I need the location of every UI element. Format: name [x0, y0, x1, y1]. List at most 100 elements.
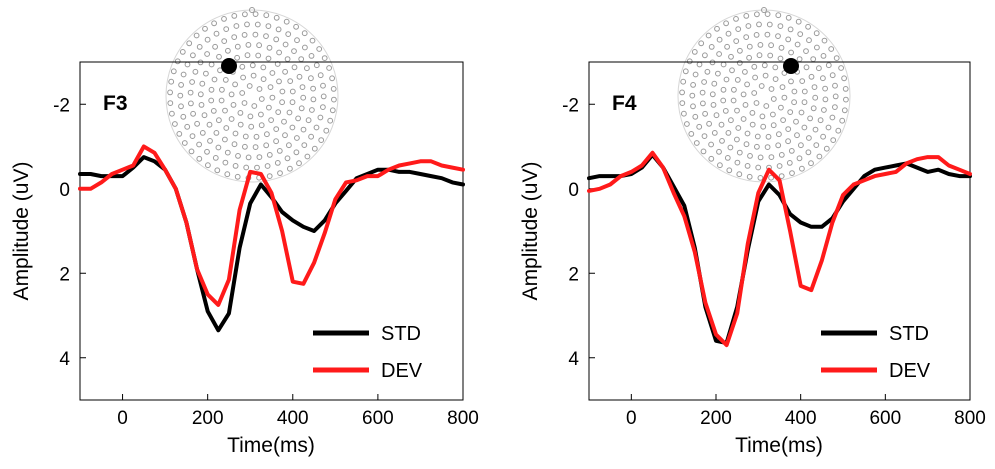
electrode	[742, 102, 749, 108]
electrode	[186, 40, 193, 47]
electrode	[208, 97, 215, 104]
y-tick-label: -2	[562, 95, 579, 116]
electrode	[320, 104, 326, 110]
electrode	[724, 155, 731, 161]
electrode	[757, 175, 764, 181]
electrode	[716, 51, 722, 57]
electrode	[199, 130, 206, 136]
electrode	[779, 84, 786, 90]
electrode	[789, 170, 795, 177]
electrode	[754, 143, 760, 150]
electrode	[225, 47, 231, 54]
electrode	[216, 117, 222, 124]
electrode	[214, 167, 221, 174]
electrode	[291, 64, 298, 71]
x-axis-title-f3: Time(ms)	[227, 434, 315, 457]
y-tick-label: -2	[53, 95, 70, 116]
electrode	[287, 165, 293, 172]
y-tick-label: 2	[568, 264, 579, 285]
electrode	[734, 77, 741, 83]
electrode	[243, 164, 250, 171]
electrode	[728, 53, 734, 60]
electrode	[825, 124, 832, 131]
electrode	[734, 159, 741, 166]
electrode	[283, 18, 290, 25]
electrode	[794, 132, 800, 139]
x-tick-label: 200	[700, 408, 732, 429]
series-line-dev	[587, 150, 972, 348]
electrode	[791, 99, 797, 106]
electrode	[725, 130, 732, 136]
electrode	[251, 103, 258, 109]
electrode	[813, 30, 820, 37]
electrode	[788, 148, 795, 154]
electrode	[830, 137, 837, 144]
electrode	[822, 85, 828, 92]
electrode	[821, 107, 827, 113]
electrode	[273, 126, 280, 133]
electrode	[757, 42, 764, 48]
electrode	[196, 44, 203, 50]
electrode	[794, 41, 801, 48]
x-tick-label: 800	[447, 408, 479, 429]
electrode	[211, 76, 218, 83]
electrode	[242, 133, 249, 140]
electrode	[717, 162, 723, 169]
electrode	[219, 86, 225, 93]
electrode	[722, 108, 729, 114]
electrode	[803, 48, 809, 54]
electrode	[768, 42, 774, 49]
electrode	[178, 82, 185, 88]
legend-f4: STD DEV	[821, 323, 931, 382]
electrode	[210, 108, 217, 114]
electrode	[686, 58, 693, 65]
electrode	[310, 96, 317, 103]
electrode	[805, 23, 811, 30]
electrode	[734, 136, 740, 143]
electrode	[701, 133, 708, 140]
legend-label-dev: DEV	[381, 360, 423, 382]
electrode	[817, 117, 824, 124]
electrode	[832, 104, 838, 110]
electrode	[791, 88, 798, 95]
electrode	[273, 14, 280, 21]
electrode	[253, 133, 260, 140]
electrode	[263, 12, 270, 19]
electrode	[772, 76, 779, 82]
electrode	[740, 116, 747, 122]
electrode	[234, 54, 241, 61]
electrode	[286, 109, 293, 116]
electrode	[775, 33, 781, 39]
electrode	[781, 70, 788, 76]
electrode	[231, 13, 238, 19]
electrode	[282, 132, 288, 139]
electrode	[761, 62, 768, 69]
electrode	[720, 86, 727, 93]
electrode	[212, 155, 219, 161]
electrode	[331, 96, 337, 103]
electrode	[233, 23, 240, 29]
electrode	[232, 81, 239, 88]
electrode	[777, 55, 784, 62]
electrode	[679, 100, 686, 106]
electrode	[190, 110, 197, 117]
electrode	[294, 135, 300, 141]
electrode	[308, 53, 315, 59]
x-tick-label: 0	[117, 408, 128, 429]
electrode	[828, 46, 835, 52]
electrode	[700, 100, 706, 107]
electrode	[812, 126, 819, 133]
electrode	[311, 145, 318, 152]
electrode	[680, 78, 687, 85]
electrode	[731, 86, 737, 93]
electrode	[743, 13, 750, 19]
electrode	[816, 153, 823, 160]
electrode	[839, 117, 846, 124]
electrode	[327, 117, 334, 124]
electrode	[751, 90, 758, 96]
electrode	[743, 141, 750, 148]
electrode	[756, 21, 762, 28]
electrode	[770, 96, 777, 102]
electrode	[805, 149, 812, 156]
electrode	[284, 56, 291, 62]
